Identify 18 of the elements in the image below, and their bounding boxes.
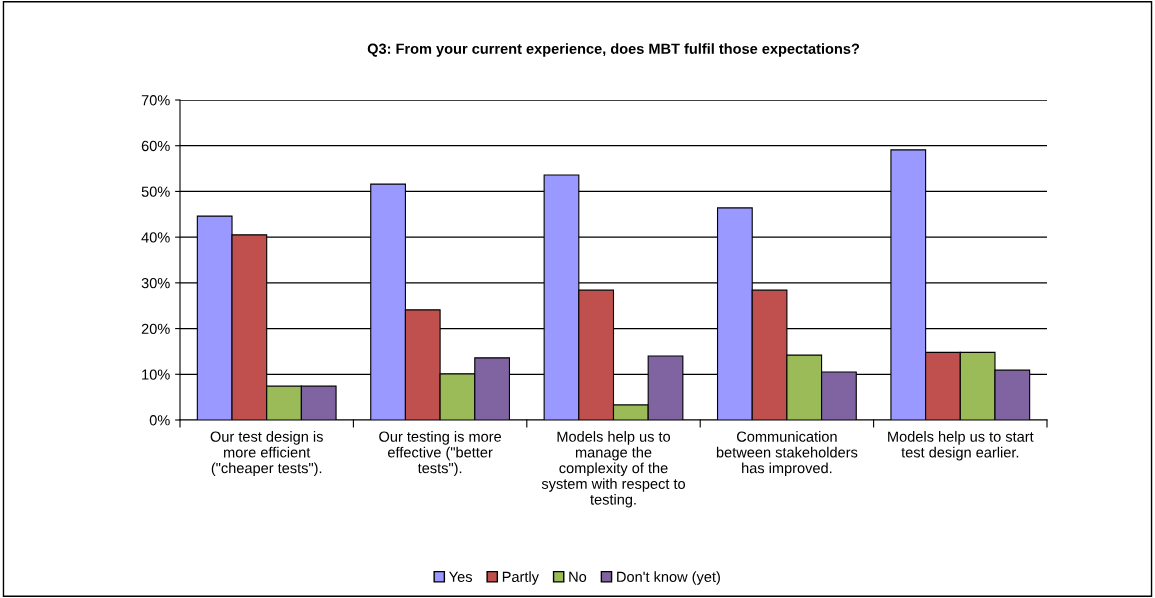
x-tick-label: Our test design is more efficient ("cheaper tests"). [210,431,323,477]
y-tick-label: 20% [141,323,170,334]
legend-label: Don't know (yet) [617,571,720,585]
y-tick-label: 10% [142,369,170,380]
legend-label: Yes [449,571,473,582]
y-tick-label: 60% [141,140,170,152]
legend-label: Partly [502,571,539,585]
y-tick-label: 50% [141,186,170,197]
y-tick-label: 30% [141,277,170,289]
y-tick-label: 40% [141,232,170,243]
x-tick-label: Models help us to manage the complexity of the system with respect to testing. [541,431,686,508]
y-tick-label: 70% [141,95,170,106]
x-tick-label: Our testing is more effective ("better tests"). [379,431,502,477]
legend-label: No [569,571,587,582]
x-tick-label: Models help us to start test design earlier. [888,431,1034,461]
x-tick-label: Communication between stakeholders has improved. [716,431,858,477]
chart-title: Q3: From your current experience, does MBT fulfil those expectations? [367,43,860,57]
y-tick-label: 0% [149,415,170,426]
